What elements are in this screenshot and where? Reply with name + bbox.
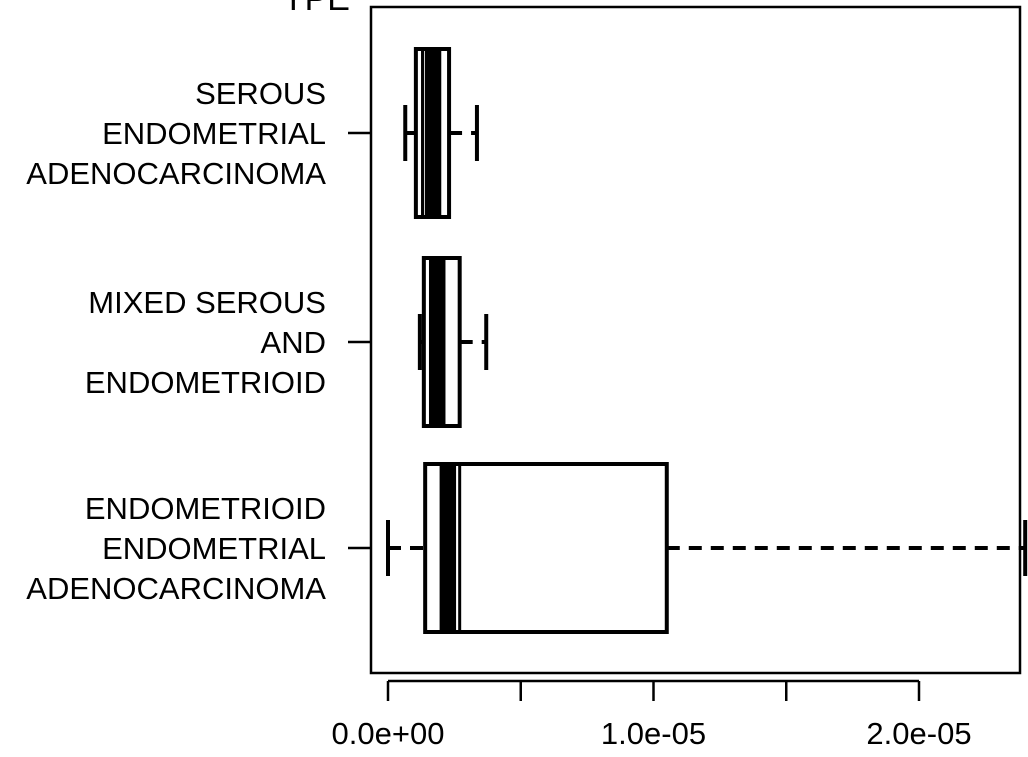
plot-frame [369,5,1022,675]
boxes-layer [386,47,1028,634]
median-bar-0 [424,49,439,217]
category-label-2-2: ADENOCARCINOMA [26,571,326,606]
category-label-1-0: MIXED SEROUS [88,285,326,320]
x-axis: 0.0e+00 1.0e-05 2.0e-05 [332,679,972,751]
y-axis: SEROUS ENDOMETRIAL ADENOCARCINOMA MIXED SER… [26,76,371,606]
chart-title-fragment: YPE [282,0,350,18]
x-tick-label-4: 2.0e-05 [866,716,971,751]
box-2 [386,462,1028,634]
category-label-1-2: ENDOMETRIOID [85,365,326,400]
category-label-0-2: ADENOCARCINOMA [26,156,326,191]
box-1 [417,256,489,428]
category-label-0-0: SEROUS [195,76,326,111]
category-label-2-1: ENDOMETRIAL [102,531,326,566]
box-0 [403,47,479,219]
x-tick-label-0: 0.0e+00 [332,716,445,751]
category-label-2-0: ENDOMETRIOID [85,491,326,526]
box-outline-2 [423,462,669,634]
category-label-1-1: AND [261,325,326,360]
median-bar-1 [431,258,446,426]
category-label-0-1: ENDOMETRIAL [102,116,326,151]
median-bar-2 [442,464,457,632]
x-tick-label-2: 1.0e-05 [601,716,706,751]
